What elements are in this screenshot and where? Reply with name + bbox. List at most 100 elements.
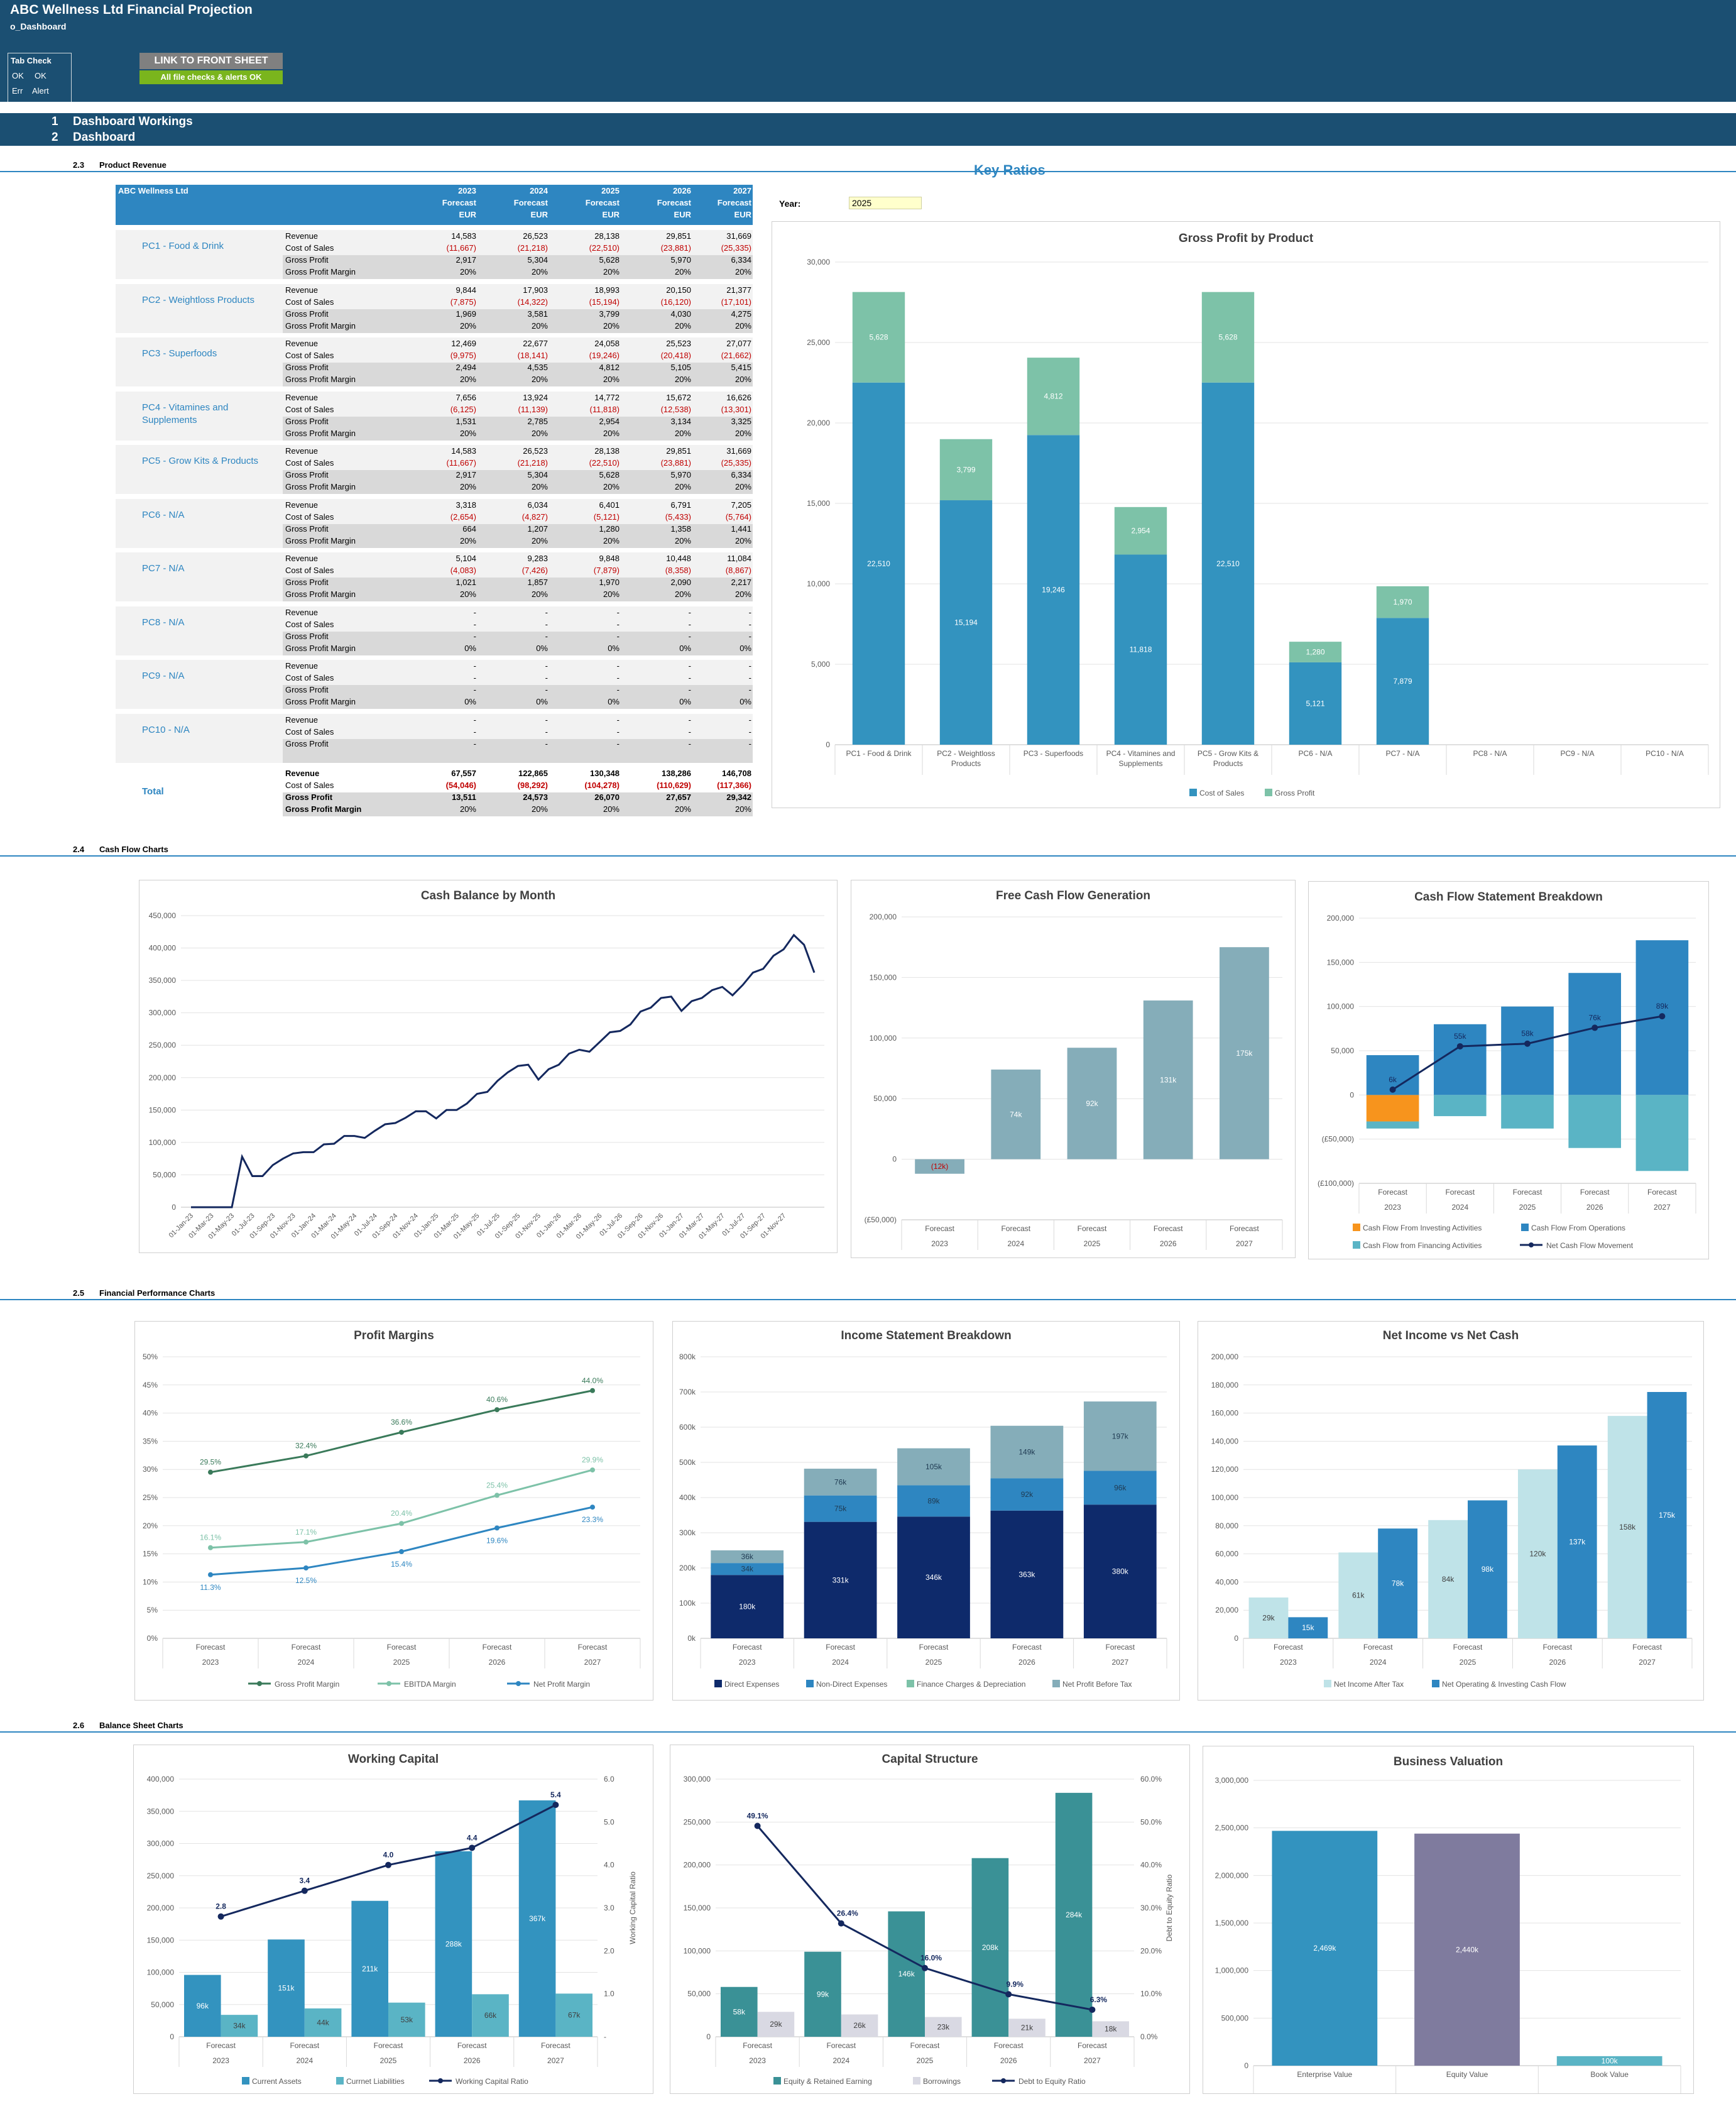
currency-label: EUR [674, 210, 691, 219]
table-cell: 31,669 [726, 446, 751, 456]
x-tick-label: 2024 [296, 2056, 313, 2065]
legend-marker [516, 1681, 521, 1686]
row-label: Gross Profit [285, 792, 333, 802]
y-tick-label: 200,000 [684, 1861, 711, 1870]
chart-title: Net Income vs Net Cash [1382, 1329, 1519, 1342]
legend-label: Cash Flow From Operations [1531, 1224, 1625, 1232]
y-tick-label: 1,500,000 [1215, 1919, 1249, 1927]
working-capital-ratio-line [221, 1804, 557, 1918]
section-2-label[interactable]: Dashboard [73, 131, 136, 144]
data-label: 25.4% [486, 1481, 508, 1489]
legend-swatch [1432, 1680, 1439, 1687]
table-cell: 26,523 [523, 231, 548, 241]
financing-bar [1568, 1095, 1622, 1148]
margin-point [590, 1504, 595, 1510]
table-cell: 6,034 [527, 500, 548, 510]
data-label: 208k [982, 1943, 999, 1952]
non-direct-expenses-bar [1083, 1471, 1157, 1505]
chart-gross-profit-by-product: Gross Profit by Product 0 5,000 10,000 15,0… [772, 221, 1720, 808]
financing-bar [1501, 1095, 1554, 1129]
legend-marker [386, 1681, 391, 1686]
table-cell: (25,335) [721, 243, 751, 253]
x-tick-label: PC10 - N/A [1646, 749, 1684, 758]
y-tick-label: 250,000 [147, 1871, 175, 1880]
product-block: PC5 - Grow Kits & Products Revenue 14,583 2… [116, 445, 753, 494]
currency-label: EUR [734, 210, 751, 219]
net-cash-flow-point [1524, 1040, 1531, 1047]
table-cell: 0% [536, 697, 548, 706]
table-cell: - [688, 607, 691, 617]
y-tick-label: 15,000 [807, 499, 830, 508]
period-label: Forecast [585, 198, 620, 207]
gross-profit-bar [1027, 358, 1080, 436]
year-input[interactable] [849, 197, 922, 209]
x-tick-label: Forecast [196, 1643, 226, 1652]
data-label: 19.6% [486, 1536, 508, 1545]
table-cell: 27,657 [666, 792, 691, 802]
y-tick-label: 50% [143, 1352, 158, 1361]
margin-point [494, 1493, 500, 1498]
table-cell: (21,218) [517, 243, 548, 253]
table-cell: 5,628 [599, 255, 620, 265]
y2-tick-label: 0.0% [1140, 2032, 1158, 2041]
direct-expenses-bar [711, 1575, 784, 1638]
section-1-label[interactable]: Dashboard Workings [73, 115, 193, 128]
table-cell: 20% [459, 482, 476, 491]
data-label: 29k [1262, 1614, 1275, 1623]
data-label: 2,440k [1456, 1945, 1479, 1954]
table-cell: 20% [459, 589, 476, 599]
row-label: Revenue [285, 392, 319, 402]
table-cell: 7,656 [456, 392, 476, 402]
data-label: 15,194 [954, 618, 978, 627]
gross-profit-bar [1376, 586, 1429, 618]
table-cell: 6,334 [731, 470, 751, 479]
table-cell: - [473, 738, 476, 748]
row-label: Gross Profit Margin [285, 643, 356, 653]
product-block: PC1 - Food & Drink Revenue 14,583 26,523 28,… [116, 230, 753, 279]
table-cell: 4,812 [599, 363, 620, 372]
chart-title: Capital Structure [882, 1753, 978, 1766]
y-tick-label: 100,000 [1211, 1493, 1239, 1502]
y-tick-label: 250,000 [149, 1041, 177, 1049]
operations-bar [1501, 1006, 1554, 1095]
table-cell: 0% [536, 643, 548, 653]
y-tick-label: 200,000 [1211, 1352, 1239, 1361]
table-cell: 0% [608, 643, 620, 653]
y-tick-label: 0 [1234, 1634, 1238, 1643]
legend-label: Gross Profit [1275, 789, 1315, 797]
data-label: 2.8 [216, 1902, 226, 1911]
table-cell: (11,667) [446, 243, 476, 253]
x-tick-label: 2027 [584, 1658, 601, 1667]
table-cell: (117,366) [717, 781, 751, 790]
data-label: 2,954 [1131, 527, 1150, 535]
table-cell: - [616, 715, 620, 725]
y-tick-label: 800k [679, 1352, 696, 1361]
data-label: 5,628 [1218, 333, 1237, 342]
table-cell: 20% [603, 428, 620, 438]
table-cell: 9,848 [599, 554, 620, 563]
data-label: 158k [1619, 1523, 1636, 1531]
table-cell: 130,348 [590, 769, 620, 778]
table-cell: 18,993 [594, 285, 620, 295]
net-profit-bar [804, 1469, 877, 1496]
margin-point [208, 1545, 213, 1550]
y-tick-label: 80,000 [1215, 1521, 1238, 1530]
table-cell: (54,046) [445, 781, 476, 790]
link-to-front-sheet-button[interactable]: LINK TO FRONT SHEET [139, 53, 283, 69]
chart-title: Cash Balance by Month [420, 889, 556, 902]
table-cell: 17,903 [523, 285, 548, 295]
y-tick-label: 100,000 [684, 1946, 711, 1955]
x-tick-label: 2023 [202, 1658, 219, 1667]
data-label: 15k [1302, 1623, 1314, 1632]
x-tick-label: PC8 - N/A [1473, 749, 1507, 758]
table-cell: - [473, 685, 476, 694]
row-label: Gross Profit [285, 309, 329, 319]
data-label: 23.3% [582, 1515, 603, 1524]
x-tick-label: Forecast [578, 1643, 608, 1652]
tab-check-panel: Tab Check OK OK Err Alert [8, 53, 72, 103]
data-label: 84k [1442, 1575, 1455, 1584]
product-block: PC6 - N/A Revenue 3,318 6,034 6,401 6,791 7,20… [116, 498, 753, 548]
data-label: 363k [1018, 1570, 1035, 1579]
borrowings-bar [841, 2014, 878, 2037]
chart-cash-flow-breakdown: Cash Flow Statement Breakdown (£100,000)… [1308, 881, 1709, 1259]
